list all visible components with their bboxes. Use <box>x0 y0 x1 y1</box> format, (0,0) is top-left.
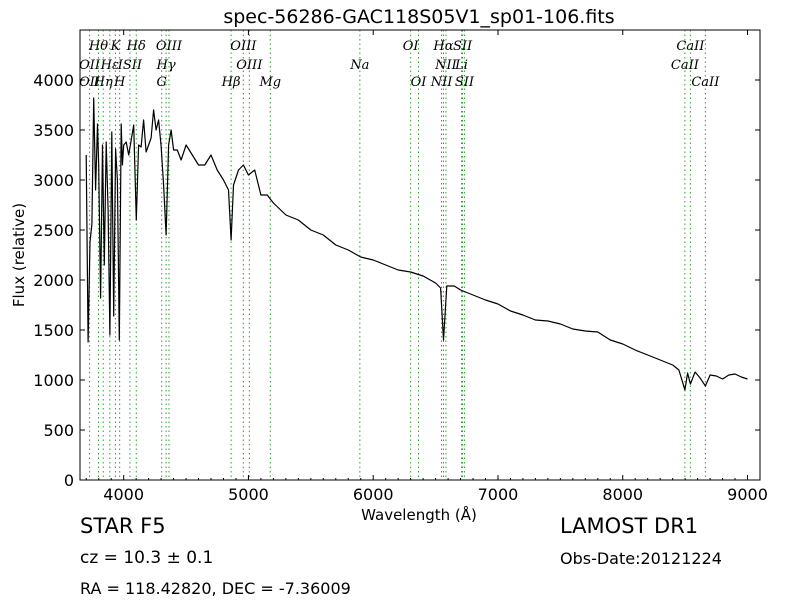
line-label-1: K <box>110 39 122 54</box>
line-label-22: Hβ <box>221 75 241 90</box>
line-label-12: Hγ <box>156 58 176 73</box>
spectrum-line-0 <box>85 97 748 391</box>
line-label-20: H <box>113 75 126 90</box>
line-label-15: NII <box>434 58 458 73</box>
line-label-8: CaII <box>676 39 705 54</box>
observation-date-text: Obs-Date:20121224 <box>560 549 722 568</box>
line-label-7: SII <box>453 39 473 54</box>
line-label-16: Li <box>454 58 468 73</box>
x-tick-label-1: 5000 <box>228 485 269 504</box>
x-axis-ticks: 4000 5000 6000 7000 8000 9000 <box>85 30 768 504</box>
line-label-6: Hα <box>432 39 453 54</box>
x-axis-label: Wavelength (Å) <box>361 505 477 524</box>
coordinates-text: RA = 118.42820, DEC = -7.36009 <box>80 579 351 598</box>
y-axis-ticks: 0 500 1000 1500 2000 2500 3000 3500 4000 <box>33 71 760 490</box>
chart-title: spec-56286-GAC118S05V1_sp01-106.fits <box>223 6 614 28</box>
survey-release-text: LAMOST DR1 <box>560 514 699 538</box>
y-tick-label-8: 4000 <box>33 71 74 90</box>
redshift-text: cz = 10.3 ± 0.1 <box>80 548 214 568</box>
y-tick-label-5: 2500 <box>33 221 74 240</box>
line-label-18: OII <box>79 75 101 90</box>
plot-frame <box>79 29 761 481</box>
line-label-0: Hθ <box>88 39 108 54</box>
x-tick-label-5: 9000 <box>727 485 768 504</box>
x-tick-label-2: 6000 <box>353 485 394 504</box>
line-label-14: Na <box>349 58 369 73</box>
x-tick-label-4: 8000 <box>602 485 643 504</box>
y-tick-label-0: 0 <box>64 471 74 490</box>
y-axis-label: Flux (relative) <box>10 203 28 307</box>
y-tick-label-3: 1500 <box>33 321 74 340</box>
line-label-10: Hε <box>100 58 119 73</box>
x-tick-label-0: 4000 <box>103 485 144 504</box>
line-label-5: OI <box>403 39 420 54</box>
line-label-24: OI <box>411 75 428 90</box>
y-tick-label-2: 1000 <box>33 371 74 390</box>
spectral-line-markers <box>89 30 706 480</box>
y-tick-label-4: 2000 <box>33 271 74 290</box>
line-label-3: OIII <box>156 39 183 54</box>
spectrum-series <box>85 97 748 391</box>
line-label-23: Mg <box>258 75 281 90</box>
line-label-26: SII <box>455 75 475 90</box>
line-label-13: OIII <box>236 58 263 73</box>
object-class-text: STAR F5 <box>80 514 166 538</box>
line-label-25: NII <box>430 75 454 90</box>
x-tick-label-3: 7000 <box>478 485 519 504</box>
y-tick-label-7: 3500 <box>33 121 74 140</box>
line-label-11: ISII <box>117 58 143 73</box>
y-tick-label-6: 3000 <box>33 171 74 190</box>
line-label-2: Hδ <box>126 39 146 54</box>
line-label-21: G <box>157 75 167 90</box>
line-label-9: OII <box>79 58 101 73</box>
line-label-17: CaII <box>671 58 700 73</box>
y-tick-label-1: 500 <box>43 421 74 440</box>
line-label-4: OIII <box>230 39 257 54</box>
line-label-27: CaII <box>691 75 720 90</box>
line-label-19: Hη <box>93 75 113 90</box>
